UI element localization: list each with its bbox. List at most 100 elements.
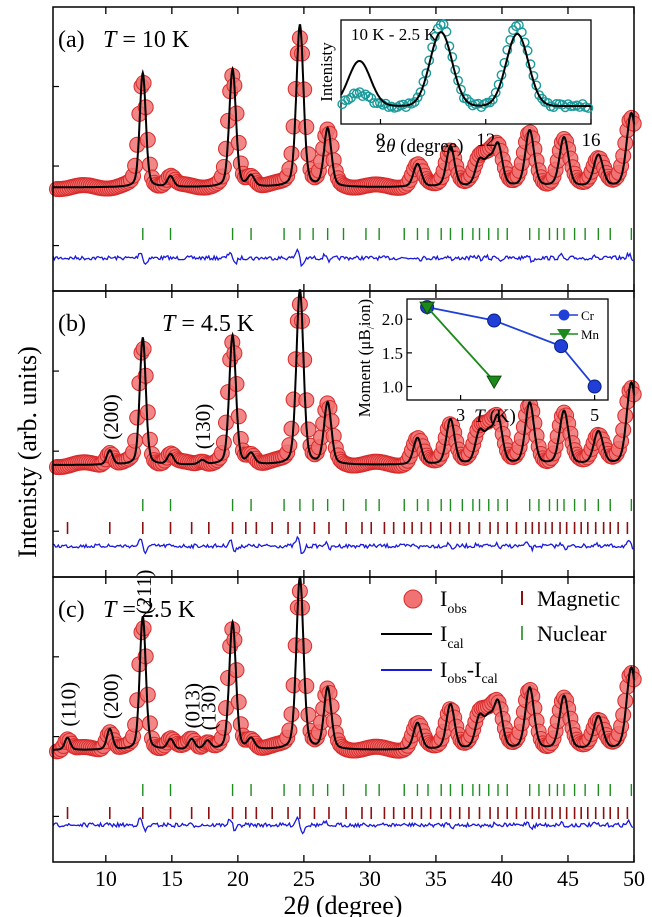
observed-point — [215, 159, 232, 175]
legend-obs-marker — [403, 589, 423, 609]
inset-a-point — [522, 45, 533, 56]
inset-a-point — [502, 45, 513, 55]
inset-a-point — [412, 92, 423, 103]
observed-point — [215, 434, 232, 451]
panel-b: (b) T = 4.5 K (200) (130) — [49, 289, 642, 555]
plot-frame — [52, 576, 635, 863]
observed-point — [230, 408, 247, 425]
calculated-line — [53, 289, 635, 466]
panel-c: (c) T = 2.5 K(110) (200)(211)(013)(130) — [49, 570, 642, 835]
difference-line — [52, 247, 634, 268]
calculated-line — [53, 24, 635, 189]
inset-b-y-label: Moment (μB/ion) — [355, 299, 377, 417]
hkl-annotation: (130) — [191, 404, 215, 450]
observed-point — [283, 145, 300, 162]
inset-b-frame — [406, 298, 609, 401]
difference-line — [52, 815, 634, 835]
inset-b-legend-marker — [558, 309, 570, 321]
inset-a-fit-line — [340, 31, 591, 107]
x-tick-label: 20 — [227, 866, 249, 891]
hkl-annotation: (200) — [99, 673, 123, 719]
inset-b-x-tick-label: 3 — [456, 405, 465, 425]
inset-b-y-tick-label: 1.0 — [382, 378, 403, 397]
observed-point — [230, 694, 247, 710]
inset-b-x-label: T (K) — [474, 406, 516, 427]
calculated-line — [53, 576, 635, 751]
x-tick-label: 15 — [161, 866, 183, 891]
observed-point — [281, 722, 298, 739]
observed-point — [127, 716, 144, 733]
inset-b: 1.0 1.5 2.0 3 5 Cr Mn T (K) Moment (μB/ion) — [355, 298, 609, 427]
observed-point — [127, 157, 144, 174]
observed-point — [127, 432, 144, 449]
legend-obs-label: Iobs — [440, 586, 467, 617]
observed-point — [281, 437, 298, 454]
hkl-annotation: (130) — [196, 685, 220, 731]
inset-b-legend-label: Cr — [581, 308, 595, 323]
inset-b-legend-label: Mn — [581, 327, 600, 342]
inset-b-mn-marker — [419, 301, 435, 316]
temperature-label: T = 4.5 K — [162, 311, 255, 337]
difference-line — [52, 535, 634, 555]
inset-a-x-tick-label: 16 — [582, 130, 601, 151]
inset-b-series-line — [426, 306, 495, 382]
panel-label: (a) — [58, 27, 85, 53]
observed-point — [291, 30, 308, 46]
inset-b-y-tick-label: 1.5 — [382, 344, 403, 363]
x-tick-label: 35 — [425, 866, 447, 891]
inset-a: 8 12 16 10 K - 2.5 K Intenisty 2θ (degree) — [317, 19, 601, 157]
inset-a-point — [415, 87, 426, 98]
inset-a-point — [583, 103, 594, 113]
inset-a-point — [366, 93, 377, 104]
inset-a-y-label: Intenisty — [317, 42, 336, 102]
observed-point — [283, 706, 300, 723]
inset-a-point — [461, 94, 472, 104]
x-tick-label: 10 — [95, 866, 117, 891]
observed-point — [283, 420, 300, 437]
observed-point — [615, 421, 632, 438]
x-tick-label: 45 — [557, 866, 579, 891]
x-tick-label: 30 — [359, 866, 381, 891]
inset-a-point — [548, 102, 559, 113]
hkl-annotation: (110) — [57, 682, 81, 727]
inset-b-legend-marker — [557, 329, 571, 340]
inset-a-title: 10 K - 2.5 K — [351, 25, 437, 44]
inset-b-mn-marker — [486, 375, 502, 390]
x-tick-label: 25 — [293, 866, 315, 891]
inset-a-point — [484, 97, 495, 108]
inset-b-cr-marker — [487, 313, 502, 328]
inset-a-point — [516, 27, 527, 38]
inset-a-point — [343, 94, 353, 105]
y-axis-label: Intenisty (arb. units) — [13, 346, 42, 558]
x-axis-label: 2θ (degree) — [284, 891, 403, 917]
legend-nuclear-label: Nuclear — [537, 621, 607, 646]
inset-b-y-tick-label: 2.0 — [382, 310, 403, 329]
inset-b-cr-marker — [587, 379, 602, 394]
observed-point — [615, 706, 632, 723]
panels-layer: (a) T = 10 K (b) T = 4.5 K (200) (130) (c) T = … — [49, 24, 642, 835]
observed-point — [300, 421, 317, 438]
x-tick-label: 50 — [623, 866, 645, 891]
legend-diff-label: Iobs-Ical — [440, 657, 498, 687]
inset-b-series-line — [426, 306, 596, 388]
observed-point — [215, 719, 232, 736]
temperature-label: T = 10 K — [103, 27, 190, 53]
axes-layer: 10 15 20 25 30 35 40 45 50 2θ (degree) Intenisty (… — [13, 6, 645, 917]
observed-point — [281, 160, 298, 177]
legend-cal-label: Ical — [440, 621, 464, 652]
temperature-label: T = 2.5 K — [103, 597, 196, 623]
inset-a-x-tick-label: 8 — [376, 130, 386, 151]
x-tick-label: 40 — [491, 866, 513, 891]
hkl-annotation: (200) — [99, 394, 123, 440]
observed-point — [291, 296, 308, 313]
hkl-annotation: (013) — [181, 683, 205, 729]
observed-point — [291, 583, 308, 600]
panel-label: (c) — [58, 597, 85, 623]
panel-label: (b) — [58, 311, 86, 337]
inset-a-x-label: 2θ (degree) — [377, 136, 464, 157]
legend-panel-c: Iobs Magnetic Ical Nuclear Iobs-Ical — [381, 586, 620, 687]
panel-a: (a) T = 10 K — [49, 24, 642, 268]
legend-magnetic-label: Magnetic — [537, 586, 620, 611]
inset-a-x-tick-label: 12 — [476, 130, 495, 151]
